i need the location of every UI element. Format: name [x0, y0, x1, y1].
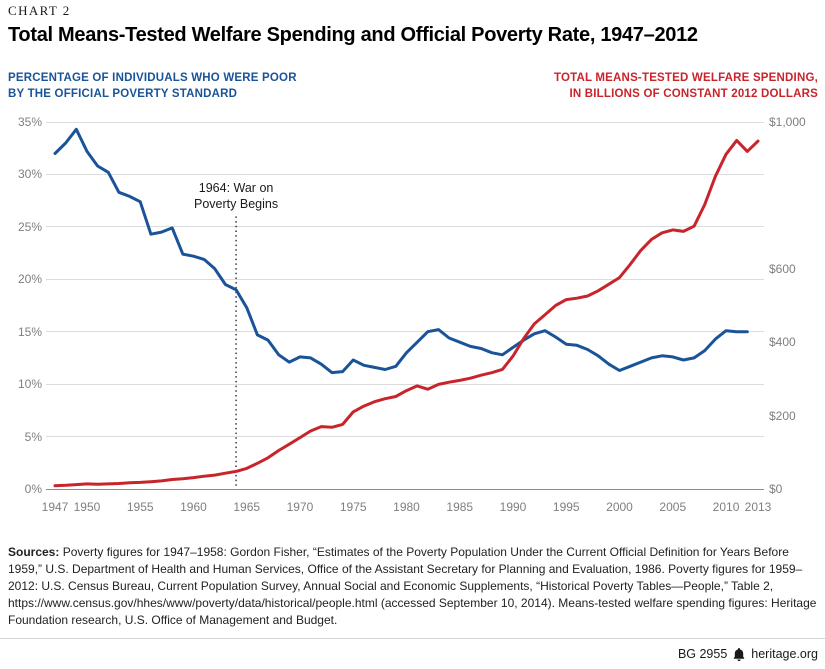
y-axis-left-label: 35% [17, 115, 42, 129]
footer: BG 2955 heritage.org [678, 647, 818, 661]
welfare-spending-line [53, 138, 760, 488]
footer-divider [0, 638, 825, 639]
gridline [46, 173, 764, 175]
gridline [46, 278, 764, 280]
gridline [46, 383, 764, 385]
x-axis-label: 1947 [41, 500, 69, 514]
chart-title: Total Means-Tested Welfare Spending and … [8, 24, 698, 46]
x-axis-label: 2005 [659, 500, 687, 514]
chart-number-kicker: CHART 2 [8, 3, 71, 18]
report-id: BG 2955 [677, 647, 728, 661]
y-axis-right-label: $0 [769, 482, 783, 496]
x-axis-label: 1990 [499, 500, 527, 514]
heritage-bell-icon [733, 647, 745, 661]
x-axis-label: 1955 [126, 500, 154, 514]
sources-label: Sources: [8, 545, 60, 559]
y-axis-left-label: 20% [17, 272, 42, 287]
y-axis-left-label: 15% [17, 324, 42, 339]
x-axis-label: 1960 [180, 500, 207, 514]
y-axis-left-label: 10% [17, 377, 42, 392]
gridline [46, 331, 764, 333]
x-axis-label: 1995 [552, 500, 580, 514]
y-axis-left-label: 0% [24, 482, 42, 496]
y-axis-left-label: 5% [24, 429, 42, 444]
gridline [46, 436, 764, 438]
y-axis-left-label: 30% [17, 167, 42, 182]
left-axis-title: PERCENTAGE OF INDIVIDUALS WHO WERE POOR … [8, 72, 297, 100]
x-axis-label: 1965 [233, 500, 261, 514]
y-axis-left-label: 25% [17, 219, 42, 234]
sources-note: Sources: Poverty figures for 1947–1958: … [8, 544, 820, 629]
poverty-rate-line [53, 127, 749, 375]
gridline [46, 226, 764, 228]
x-axis-label: 2013 [744, 500, 772, 514]
right-axis-title: TOTAL MEANS-TESTED WELFARE SPENDING, IN … [553, 72, 818, 100]
x-axis-label: 1970 [286, 500, 314, 514]
y-axis-right-label: $400 [769, 335, 796, 350]
x-axis-label: 1980 [393, 500, 420, 514]
x-axis-label: 2000 [606, 500, 633, 514]
x-axis-label: 2010 [712, 500, 740, 514]
gridline [46, 121, 764, 123]
y-axis-right-label: $600 [769, 261, 796, 276]
y-axis-right-label: $200 [769, 408, 796, 423]
war-on-poverty-annotation: 1964: War on Poverty Begins [194, 181, 279, 212]
x-axis-label: 1975 [339, 500, 367, 514]
sources-text: Poverty figures for 1947–1958: Gordon Fi… [8, 545, 817, 628]
gridline [46, 488, 764, 490]
y-axis-right-label: $1,000 [769, 115, 806, 129]
footer-site: heritage.org [751, 647, 818, 661]
x-axis-label: 1985 [446, 500, 474, 514]
x-axis-label: 1950 [73, 500, 101, 514]
